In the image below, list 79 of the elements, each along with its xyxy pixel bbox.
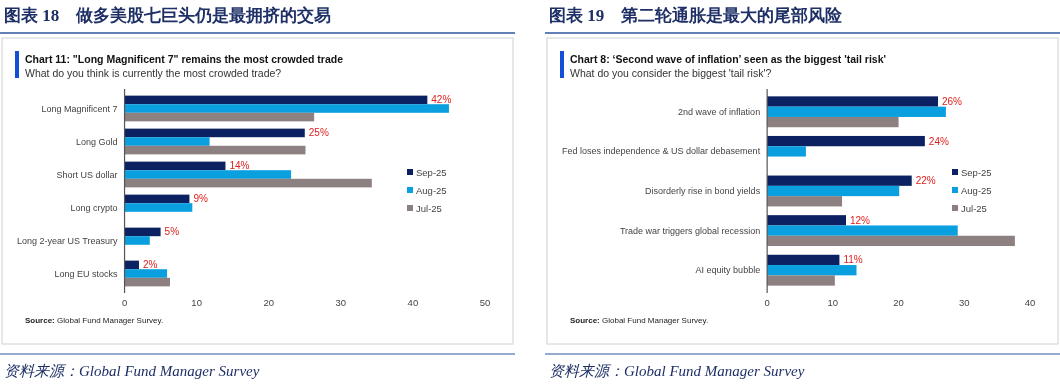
bar xyxy=(767,254,840,266)
x-tick-label: 0 xyxy=(764,297,770,308)
bar xyxy=(124,178,372,188)
y-tick-label: Fed loses independence & US dollar debasement xyxy=(562,146,761,157)
bar xyxy=(767,185,900,197)
y-tick-label: Long crypto xyxy=(70,202,118,213)
bar xyxy=(124,260,139,270)
data-label: 26% xyxy=(942,96,963,107)
bar xyxy=(124,137,210,146)
text: 资料来源：Global Fund Manager Survey xyxy=(4,363,260,379)
source-note: Source: Global Fund Manager Survey. xyxy=(570,316,709,325)
text: 资料来源：Global Fund Manager Survey xyxy=(549,363,805,379)
bar xyxy=(124,227,161,237)
bar xyxy=(124,95,428,105)
legend-label: Sep-25 xyxy=(416,167,447,178)
chart-title: 图表 19 第二轮通胀是最大的尾部风险 xyxy=(549,6,844,25)
text: What do you consider the biggest 'tail risk'? xyxy=(570,67,772,79)
x-tick-label: 0 xyxy=(121,297,128,308)
x-tick-label: 30 xyxy=(335,297,347,308)
bar xyxy=(767,275,835,286)
y-tick-label: Long EU stocks xyxy=(54,268,119,279)
y-tick-label: Trade war triggers global recession xyxy=(619,225,761,236)
y-tick-label: Long 2-year US Treasury xyxy=(17,235,119,246)
text: What do you think is currently the most crowded trade? xyxy=(25,67,282,79)
y-tick-label: AI equity bubble xyxy=(695,265,761,276)
chart-subtitle: Chart 11: "Long Magnificent 7" remains the most crowded trade xyxy=(25,53,344,65)
bar xyxy=(767,265,857,276)
data-label: 22% xyxy=(915,175,936,187)
data-label: 11% xyxy=(843,254,863,266)
y-tick-label: Long Magnificent 7 xyxy=(41,103,118,114)
chart-title: 图表 18 做多美股七巨头仍是最拥挤的交易 xyxy=(4,6,332,25)
bar xyxy=(767,175,912,186)
legend-label: Aug-25 xyxy=(416,185,447,196)
bar xyxy=(124,128,305,138)
bar xyxy=(124,277,170,287)
bar xyxy=(767,135,925,147)
y-tick-label: Short US dollar xyxy=(56,169,118,180)
x-tick-label: 20 xyxy=(893,297,904,308)
data-label: 9% xyxy=(193,193,208,205)
x-tick-label: 30 xyxy=(959,297,970,308)
x-tick-label: 40 xyxy=(407,297,419,308)
x-tick-label: 50 xyxy=(479,297,491,308)
source-note: Source: Global Fund Manager Survey. xyxy=(25,316,164,325)
legend-label: Jul-25 xyxy=(961,203,987,214)
bar xyxy=(124,112,315,122)
y-tick-label: Disorderly rise in bond yields xyxy=(645,186,761,196)
legend-label: Jul-25 xyxy=(416,203,442,214)
bar xyxy=(124,161,226,171)
bar xyxy=(124,145,306,155)
legend-label: Sep-25 xyxy=(961,167,992,178)
data-label: 14% xyxy=(229,160,250,172)
bar xyxy=(124,170,292,179)
bar xyxy=(767,196,843,207)
x-tick-label: 10 xyxy=(827,297,839,308)
data-label: 25% xyxy=(308,127,329,139)
data-label: 2% xyxy=(142,259,158,271)
x-tick-label: 40 xyxy=(1024,297,1036,308)
bar xyxy=(124,194,190,204)
y-tick-label: 2nd wave of inflation xyxy=(678,106,761,117)
bar xyxy=(767,215,846,226)
data-label: 12% xyxy=(850,214,871,226)
bar xyxy=(767,146,806,157)
bar xyxy=(124,236,150,245)
legend-label: Aug-25 xyxy=(961,185,992,196)
bar xyxy=(767,116,899,128)
bar xyxy=(124,104,449,113)
data-label: 24% xyxy=(928,135,949,147)
bar xyxy=(124,269,168,278)
bar xyxy=(124,203,193,212)
data-label: 5% xyxy=(164,226,180,238)
x-tick-label: 20 xyxy=(263,297,275,308)
bar xyxy=(767,96,938,107)
bar xyxy=(767,235,1015,247)
y-tick-label: Long Gold xyxy=(76,136,118,147)
x-tick-label: 10 xyxy=(191,297,202,308)
chart-subtitle: Chart 8: ‘Second wave of inflation’ seen as the biggest 'tail risk' xyxy=(570,53,886,65)
data-label: 42% xyxy=(431,94,452,106)
bar xyxy=(767,225,958,236)
bar xyxy=(767,106,946,117)
